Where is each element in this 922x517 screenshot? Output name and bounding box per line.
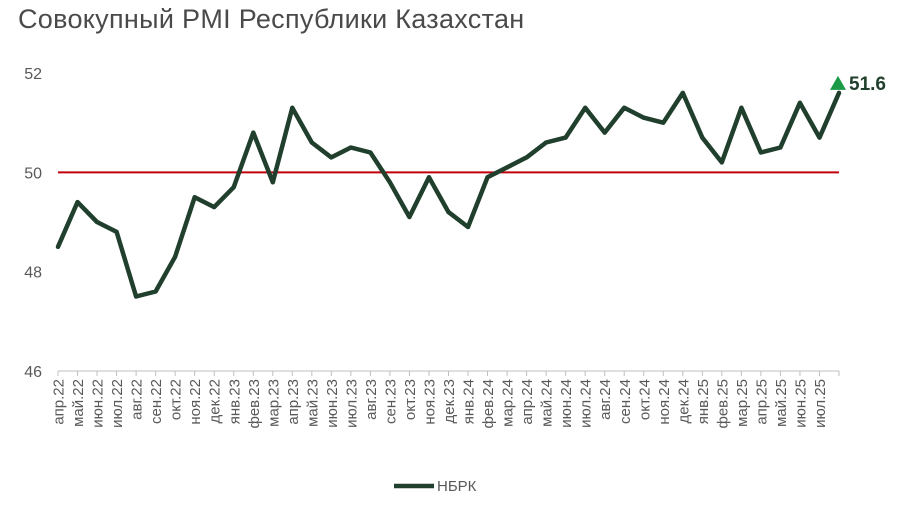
x-tick-label: июн.23 <box>324 379 341 428</box>
x-tick-label: ноя.22 <box>187 379 204 425</box>
x-tick-label: янв.23 <box>226 379 243 424</box>
data-point <box>231 185 236 190</box>
data-point <box>544 140 549 145</box>
data-point <box>641 115 646 120</box>
data-point <box>837 90 841 95</box>
data-point <box>700 135 705 140</box>
data-point <box>348 145 353 150</box>
x-tick-label: июл.23 <box>343 379 360 428</box>
x-tick-label: июл.25 <box>812 379 829 428</box>
data-point <box>778 145 783 150</box>
x-tick-label: сен.23 <box>382 379 399 424</box>
x-tick-label: фев.24 <box>480 379 497 429</box>
x-tick-label: авг.22 <box>129 379 146 420</box>
data-point <box>524 155 529 160</box>
x-tick-label: июн.24 <box>558 379 575 428</box>
data-point <box>56 244 60 249</box>
data-point <box>192 195 197 200</box>
data-point <box>466 224 471 229</box>
x-tick-label: ноя.23 <box>422 379 439 425</box>
data-point <box>563 135 568 140</box>
x-tick-label: июл.22 <box>109 379 126 428</box>
x-tick-label: фев.23 <box>246 379 263 429</box>
up-triangle-icon <box>830 75 846 90</box>
y-axis-ticks: 46 48 50 52 <box>24 66 42 381</box>
x-tick-label: мар.24 <box>500 379 517 427</box>
data-point <box>446 210 451 215</box>
x-tick-label: июн.25 <box>792 379 809 428</box>
data-point <box>95 220 100 224</box>
data-point <box>134 294 139 299</box>
series-line-nbrk <box>55 90 842 299</box>
data-point <box>719 160 724 165</box>
x-tick-label: фев.25 <box>714 379 731 429</box>
x-tick-label: дек.23 <box>441 379 458 424</box>
x-tick-label: апр.23 <box>285 379 302 425</box>
x-tick-label: май.22 <box>70 379 87 427</box>
y-tick-label: 48 <box>24 265 42 282</box>
x-tick-label: апр.22 <box>51 379 68 425</box>
data-point <box>680 90 685 95</box>
data-point <box>387 180 392 185</box>
data-point <box>622 105 627 110</box>
data-point <box>368 150 373 155</box>
series-group <box>55 90 842 299</box>
last-value-marker: 51.6 <box>830 74 886 95</box>
data-point <box>329 155 334 160</box>
data-point <box>153 289 158 294</box>
x-tick-label: апр.25 <box>753 379 770 425</box>
data-point <box>505 165 510 170</box>
data-point <box>583 105 588 110</box>
chart-title: Совокупный PMI Республики Казахстан <box>18 4 525 34</box>
y-tick-label: 46 <box>24 364 42 381</box>
x-tick-label: янв.24 <box>461 379 478 424</box>
data-point <box>407 215 412 220</box>
x-tick-label: апр.24 <box>519 379 536 425</box>
x-tick-label: окт.24 <box>636 379 653 420</box>
last-value-label: 51.6 <box>849 74 886 95</box>
x-tick-label: мар.23 <box>265 379 282 427</box>
x-tick-label: май.24 <box>539 379 556 427</box>
data-point <box>797 100 802 105</box>
data-point <box>758 150 763 155</box>
x-tick-label: сен.22 <box>148 379 165 424</box>
y-tick-label: 52 <box>24 66 42 83</box>
x-tick-label: янв.25 <box>695 379 712 424</box>
data-point <box>602 130 607 135</box>
data-point <box>426 175 431 180</box>
data-point <box>290 105 295 110</box>
x-tick-label: мар.25 <box>734 379 751 427</box>
x-tick-label: май.23 <box>304 379 321 427</box>
x-tick-label: дек.24 <box>675 379 692 424</box>
data-point <box>173 254 178 259</box>
x-tick-label: сен.24 <box>617 379 634 424</box>
data-point <box>817 135 822 140</box>
data-point <box>75 200 80 205</box>
x-tick-label: ноя.24 <box>656 379 673 425</box>
x-tick-label: июл.24 <box>578 379 595 428</box>
legend: НБРК <box>394 478 477 495</box>
data-point <box>485 175 490 180</box>
x-tick-label: авг.24 <box>597 379 614 420</box>
data-point <box>309 140 314 145</box>
data-point <box>212 205 217 210</box>
x-tick-label: авг.23 <box>363 379 380 420</box>
data-point <box>251 130 256 135</box>
data-point <box>270 180 275 185</box>
data-point <box>661 120 666 125</box>
x-axis-ticks: апр.22 май.22 июн.22 июл.22 авг.22 сен.22 окт.… <box>51 371 840 429</box>
x-tick-label: окт.22 <box>168 379 185 420</box>
x-tick-label: окт.23 <box>402 379 419 420</box>
x-tick-label: июн.22 <box>90 379 107 428</box>
x-tick-label: дек.22 <box>207 379 224 424</box>
data-point <box>739 105 744 110</box>
legend-label: НБРК <box>437 478 477 495</box>
x-tick-label: май.25 <box>773 379 790 427</box>
data-point <box>114 229 119 234</box>
y-tick-label: 50 <box>24 165 42 182</box>
